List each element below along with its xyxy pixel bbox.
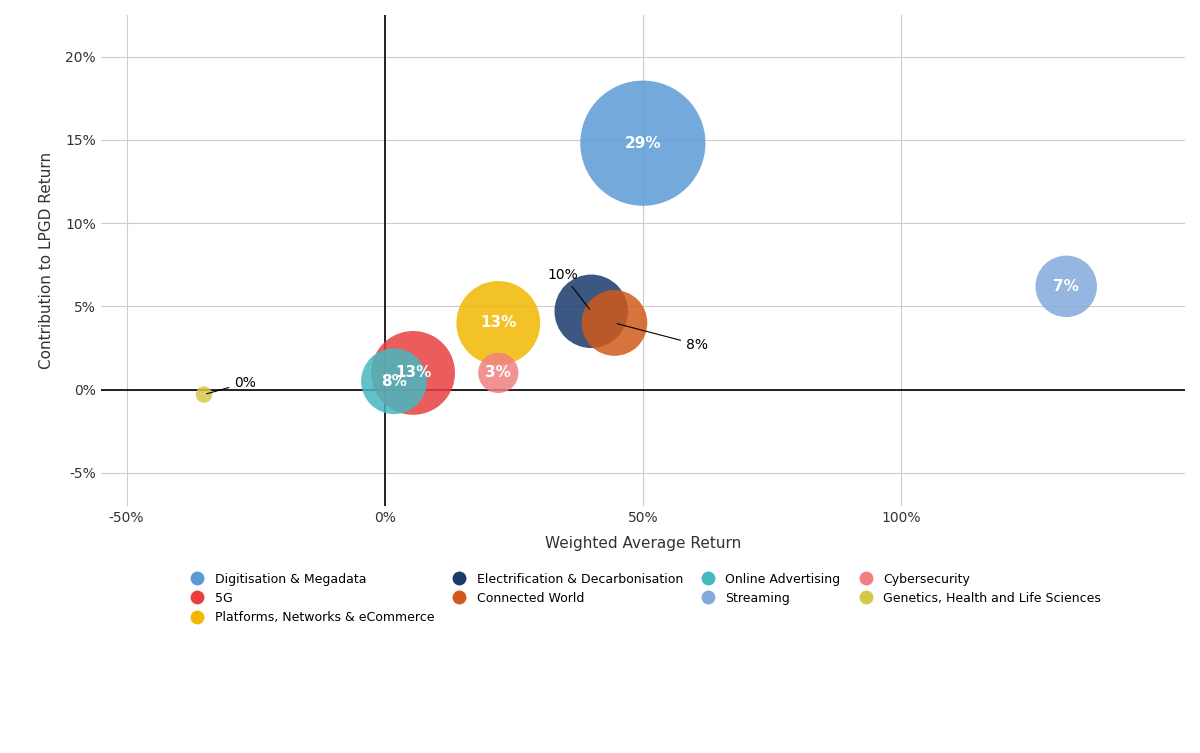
Point (1057, 280, 1076, 292)
Point (384, 375, 403, 387)
Point (488, 317, 508, 329)
Point (582, 305, 601, 317)
Point (194, 389, 214, 401)
Text: 29%: 29% (624, 136, 661, 151)
Legend: Digitisation & Megadata, 5G, Platforms, Networks & eCommerce, Electrification & : Digitisation & Megadata, 5G, Platforms, … (179, 566, 1108, 630)
Text: 8%: 8% (617, 324, 708, 352)
Text: 3%: 3% (485, 365, 511, 380)
Point (403, 367, 422, 379)
Point (605, 317, 624, 329)
Point (634, 137, 653, 149)
Y-axis label: Contribution to LPGD Return: Contribution to LPGD Return (38, 152, 54, 369)
X-axis label: Weighted Average Return: Weighted Average Return (545, 536, 740, 551)
Text: 13%: 13% (480, 316, 516, 331)
Point (488, 367, 508, 379)
Text: 0%: 0% (206, 376, 257, 394)
Text: 13%: 13% (395, 365, 431, 380)
Text: 7%: 7% (1054, 279, 1079, 294)
Text: 10%: 10% (547, 267, 589, 309)
Text: 8%: 8% (382, 373, 407, 389)
